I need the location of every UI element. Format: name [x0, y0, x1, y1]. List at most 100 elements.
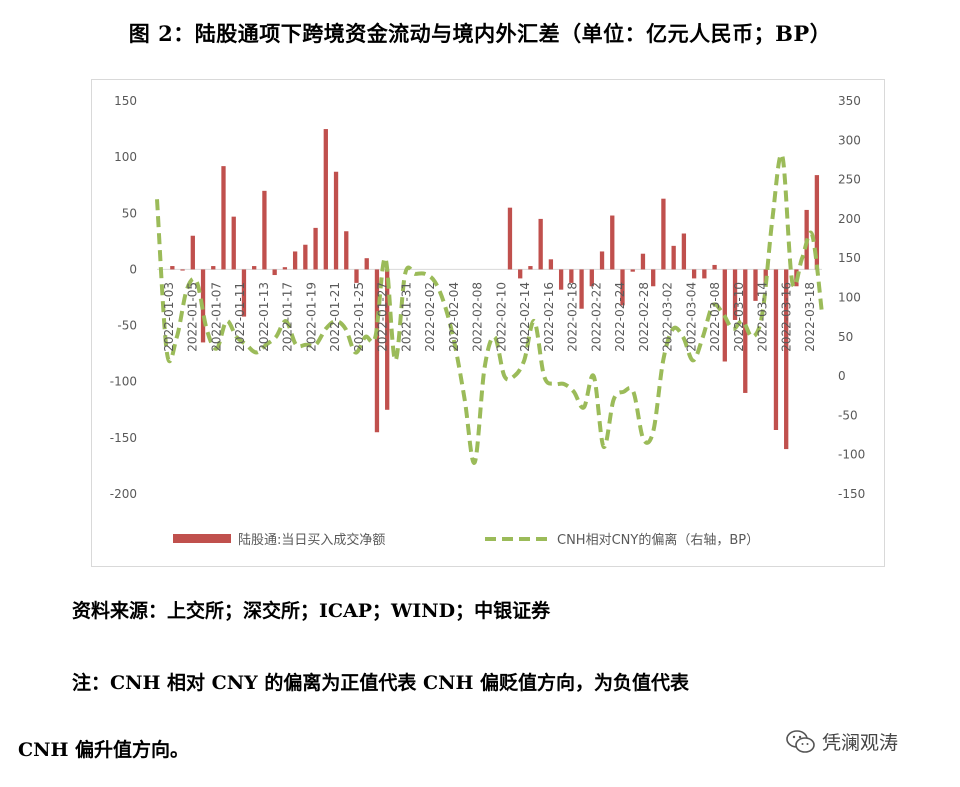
bar [671, 245, 676, 270]
bar [548, 259, 554, 270]
bar [589, 269, 594, 287]
x-axis-tick-label: 2022-03-14 [756, 282, 770, 352]
bar [180, 269, 185, 271]
left-axis-tick-label: -200 [110, 487, 137, 501]
legend-bar-label: 陆股通:当日买入成交净额 [238, 532, 385, 548]
x-axis-tick-label: 2022-02-02 [423, 282, 437, 352]
bar [170, 266, 175, 270]
x-axis-tick-label: 2022-03-10 [732, 282, 746, 352]
bar [702, 269, 707, 279]
bar [385, 269, 390, 410]
right-axis-tick-label: 250 [838, 173, 861, 187]
x-axis-tick-label: 2022-02-14 [518, 282, 532, 352]
bar [558, 269, 564, 290]
bar [374, 269, 380, 433]
bar [313, 227, 318, 270]
x-axis-tick-label: 2022-02-24 [613, 282, 627, 352]
left-axis-tick-label: 0 [129, 262, 137, 276]
bar [272, 269, 277, 276]
bar [732, 269, 738, 320]
bar [773, 269, 779, 430]
x-axis-tick-label: 2022-01-11 [233, 282, 247, 352]
bar [221, 166, 226, 270]
bar [579, 269, 584, 309]
note-line-2: CNH 偏升值方向。 [18, 739, 190, 761]
x-axis-tick-label: 2022-01-03 [162, 282, 176, 352]
x-axis-tick-label: 2022-01-27 [376, 282, 390, 352]
bar [630, 269, 635, 272]
source-text: 资料来源：上交所；深交所；ICAP；WIND；中银证券 [72, 600, 551, 622]
right-axis-tick-label: 0 [838, 369, 846, 383]
left-axis-tick-label: -100 [110, 375, 137, 389]
x-axis-tick-label: 2022-02-08 [471, 282, 485, 352]
bar [743, 269, 748, 393]
bar [354, 269, 359, 283]
bar [599, 251, 605, 270]
bar [640, 253, 646, 270]
bar [518, 269, 523, 279]
bar [569, 269, 574, 283]
right-axis-tick-label: 350 [838, 94, 861, 108]
right-axis-tick-label: 150 [838, 251, 861, 265]
right-axis-tick-label: 50 [838, 330, 853, 344]
bar [681, 233, 687, 270]
x-axis-tick-label: 2022-01-07 [209, 282, 223, 352]
bar [241, 269, 247, 317]
watermark: 凭澜观涛 [786, 728, 898, 755]
right-axis-tick-label: 100 [838, 291, 861, 305]
note-line-1: 注：CNH 相对 CNY 的偏离为正值代表 CNH 偏贬值方向，为负值代表 [72, 672, 690, 694]
x-axis-tick-label: 2022-02-18 [566, 282, 580, 352]
x-axis-tick-label: 2022-03-02 [661, 282, 675, 352]
bar [538, 218, 543, 270]
x-axis-tick-label: 2022-01-19 [304, 282, 318, 352]
x-axis-tick-label: 2022-03-16 [779, 282, 793, 352]
right-axis-tick-label: -100 [838, 448, 865, 462]
left-axis-tick-label: 50 [122, 206, 137, 220]
x-axis-tick-label: 2022-03-18 [803, 282, 817, 352]
legend-bar-swatch [173, 534, 231, 543]
bar [282, 267, 288, 270]
chart-area [91, 79, 885, 567]
left-axis-tick-label: -150 [110, 431, 137, 445]
bar [231, 216, 236, 270]
x-axis-tick-label: 2022-02-04 [447, 282, 461, 352]
right-axis-tick-label: 200 [838, 212, 861, 226]
bar [753, 269, 758, 301]
x-axis-tick-label: 2022-02-10 [494, 282, 508, 352]
watermark-text: 凭澜观涛 [822, 732, 899, 754]
bar [610, 215, 615, 270]
left-axis-tick-label: 150 [114, 94, 137, 108]
bar [528, 266, 533, 270]
bar [691, 269, 697, 279]
bar [620, 269, 625, 306]
x-axis-tick-label: 2022-01-05 [186, 282, 200, 352]
bar [344, 231, 349, 270]
bar [364, 258, 369, 270]
legend-line-label: CNH相对CNY的偏离（右轴，BP） [557, 532, 759, 548]
right-axis-tick-label: 300 [838, 133, 861, 147]
wechat-icon [786, 729, 815, 753]
x-axis-tick-label: 2022-01-25 [352, 282, 366, 352]
bar [784, 269, 789, 450]
bar [262, 190, 267, 270]
bar [323, 129, 328, 270]
bar [507, 207, 513, 270]
chart-title: 图 2：陆股通项下跨境资金流动与境内外汇差（单位：亿元人民币；BP） [128, 21, 832, 46]
right-axis-tick-label: -150 [838, 487, 865, 501]
x-axis-tick-label: 2022-02-28 [637, 282, 651, 352]
x-axis-tick-label: 2022-01-31 [399, 282, 413, 352]
x-axis-tick-label: 2022-01-17 [281, 282, 295, 352]
x-axis-tick-label: 2022-03-04 [684, 282, 698, 352]
x-axis-tick-label: 2022-01-21 [328, 282, 342, 352]
bar [303, 244, 308, 270]
cnh-deviation-line [155, 152, 824, 465]
bar [252, 266, 257, 270]
bar [661, 198, 666, 270]
bar [211, 266, 216, 270]
bar [292, 251, 298, 270]
bar [333, 171, 339, 270]
bar [814, 175, 820, 270]
x-axis-tick-label: 2022-02-16 [542, 282, 556, 352]
x-axis-tick-label: 2022-03-08 [708, 282, 722, 352]
combo-chart: 150 100 50 0 -50 -100 -150 -200 350 300 250 200 150 1… [110, 94, 865, 548]
